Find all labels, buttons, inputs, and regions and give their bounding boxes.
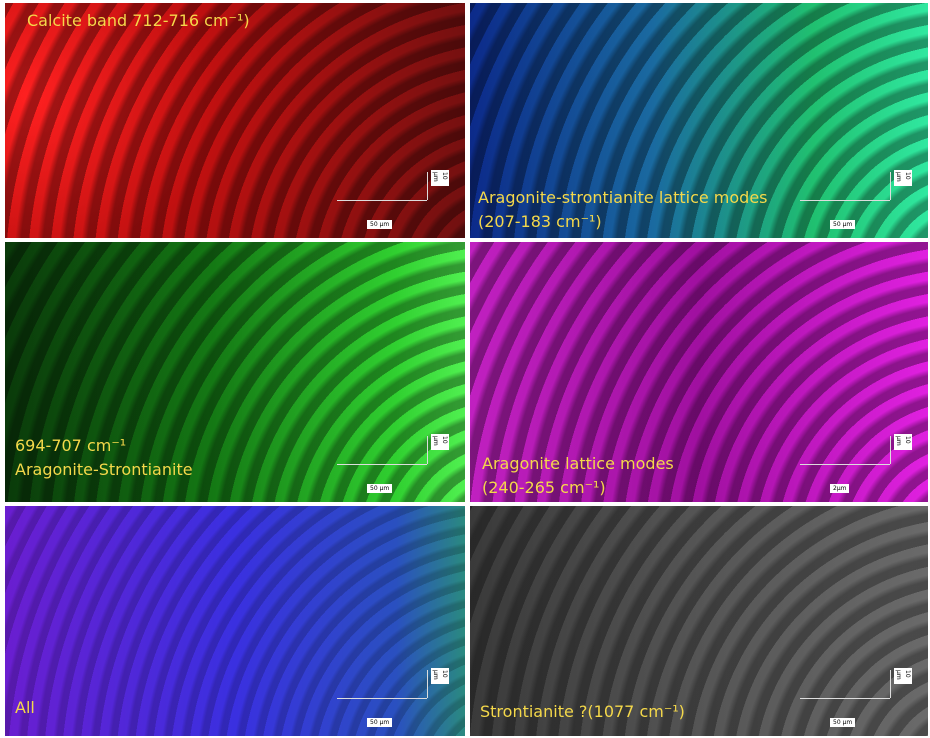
scale-bar — [800, 200, 890, 201]
label-line: (207-183 cm⁻¹) — [478, 210, 768, 234]
scale-label-x: 50 µm — [367, 220, 392, 229]
panel-label: Calcite band 712-716 cm⁻¹) — [27, 9, 250, 33]
label-line: Aragonite-Strontianite — [15, 458, 193, 482]
scale-label-x: 50 µm — [830, 718, 855, 727]
image-panel: Calcite band 712-716 cm⁻¹) 50 µm 10 µm — [5, 3, 465, 238]
image-panel: Strontianite ?(1077 cm⁻¹) 50 µm 10 µm — [470, 506, 928, 736]
image-panel: Aragonite lattice modes(240-265 cm⁻¹) 2µm… — [470, 242, 928, 502]
panel-label: Aragonite-strontianite lattice modes(207… — [478, 186, 768, 234]
scale-label-x: 50 µm — [830, 220, 855, 229]
scale-label-y: 10 µm — [894, 668, 912, 684]
image-panel: All 50 µm 10 µm — [5, 506, 465, 736]
label-line: Strontianite ?(1077 cm⁻¹) — [480, 700, 685, 724]
scale-label-y: 10 µm — [894, 170, 912, 186]
label-line: Calcite band 712-716 cm⁻¹) — [27, 9, 250, 33]
scale-label-x: 50 µm — [367, 718, 392, 727]
scale-label-y: 10 µm — [431, 170, 449, 186]
scale-bar — [337, 200, 427, 201]
label-line: Aragonite lattice modes — [482, 452, 674, 476]
scale-label-y: 10 µm — [894, 434, 912, 450]
label-line: 694-707 cm⁻¹ — [15, 434, 193, 458]
label-line: All — [15, 696, 35, 720]
scale-bar — [337, 464, 427, 465]
scale-label-y: 10 µm — [431, 434, 449, 450]
panel-label: All — [15, 696, 35, 720]
scale-bar — [800, 698, 890, 699]
scale-label-x: 50 µm — [367, 484, 392, 493]
scale-bar-vertical — [427, 172, 428, 200]
label-line: Aragonite-strontianite lattice modes — [478, 186, 768, 210]
scale-bar — [800, 464, 890, 465]
scale-bar — [337, 698, 427, 699]
scale-bar-vertical — [890, 670, 891, 698]
scale-label-x: 2µm — [830, 484, 849, 493]
panel-label: Strontianite ?(1077 cm⁻¹) — [480, 700, 685, 724]
scale-bar-vertical — [890, 172, 891, 200]
scale-bar-vertical — [890, 436, 891, 464]
image-panel: Aragonite-strontianite lattice modes(207… — [470, 3, 928, 238]
panel-label: Aragonite lattice modes(240-265 cm⁻¹) — [482, 452, 674, 500]
figure: Calcite band 712-716 cm⁻¹)50 µm10 µmArag… — [0, 0, 930, 738]
scale-bar-vertical — [427, 436, 428, 464]
scale-label-y: 10 µm — [431, 668, 449, 684]
scale-bar-vertical — [427, 670, 428, 698]
label-line: (240-265 cm⁻¹) — [482, 476, 674, 500]
